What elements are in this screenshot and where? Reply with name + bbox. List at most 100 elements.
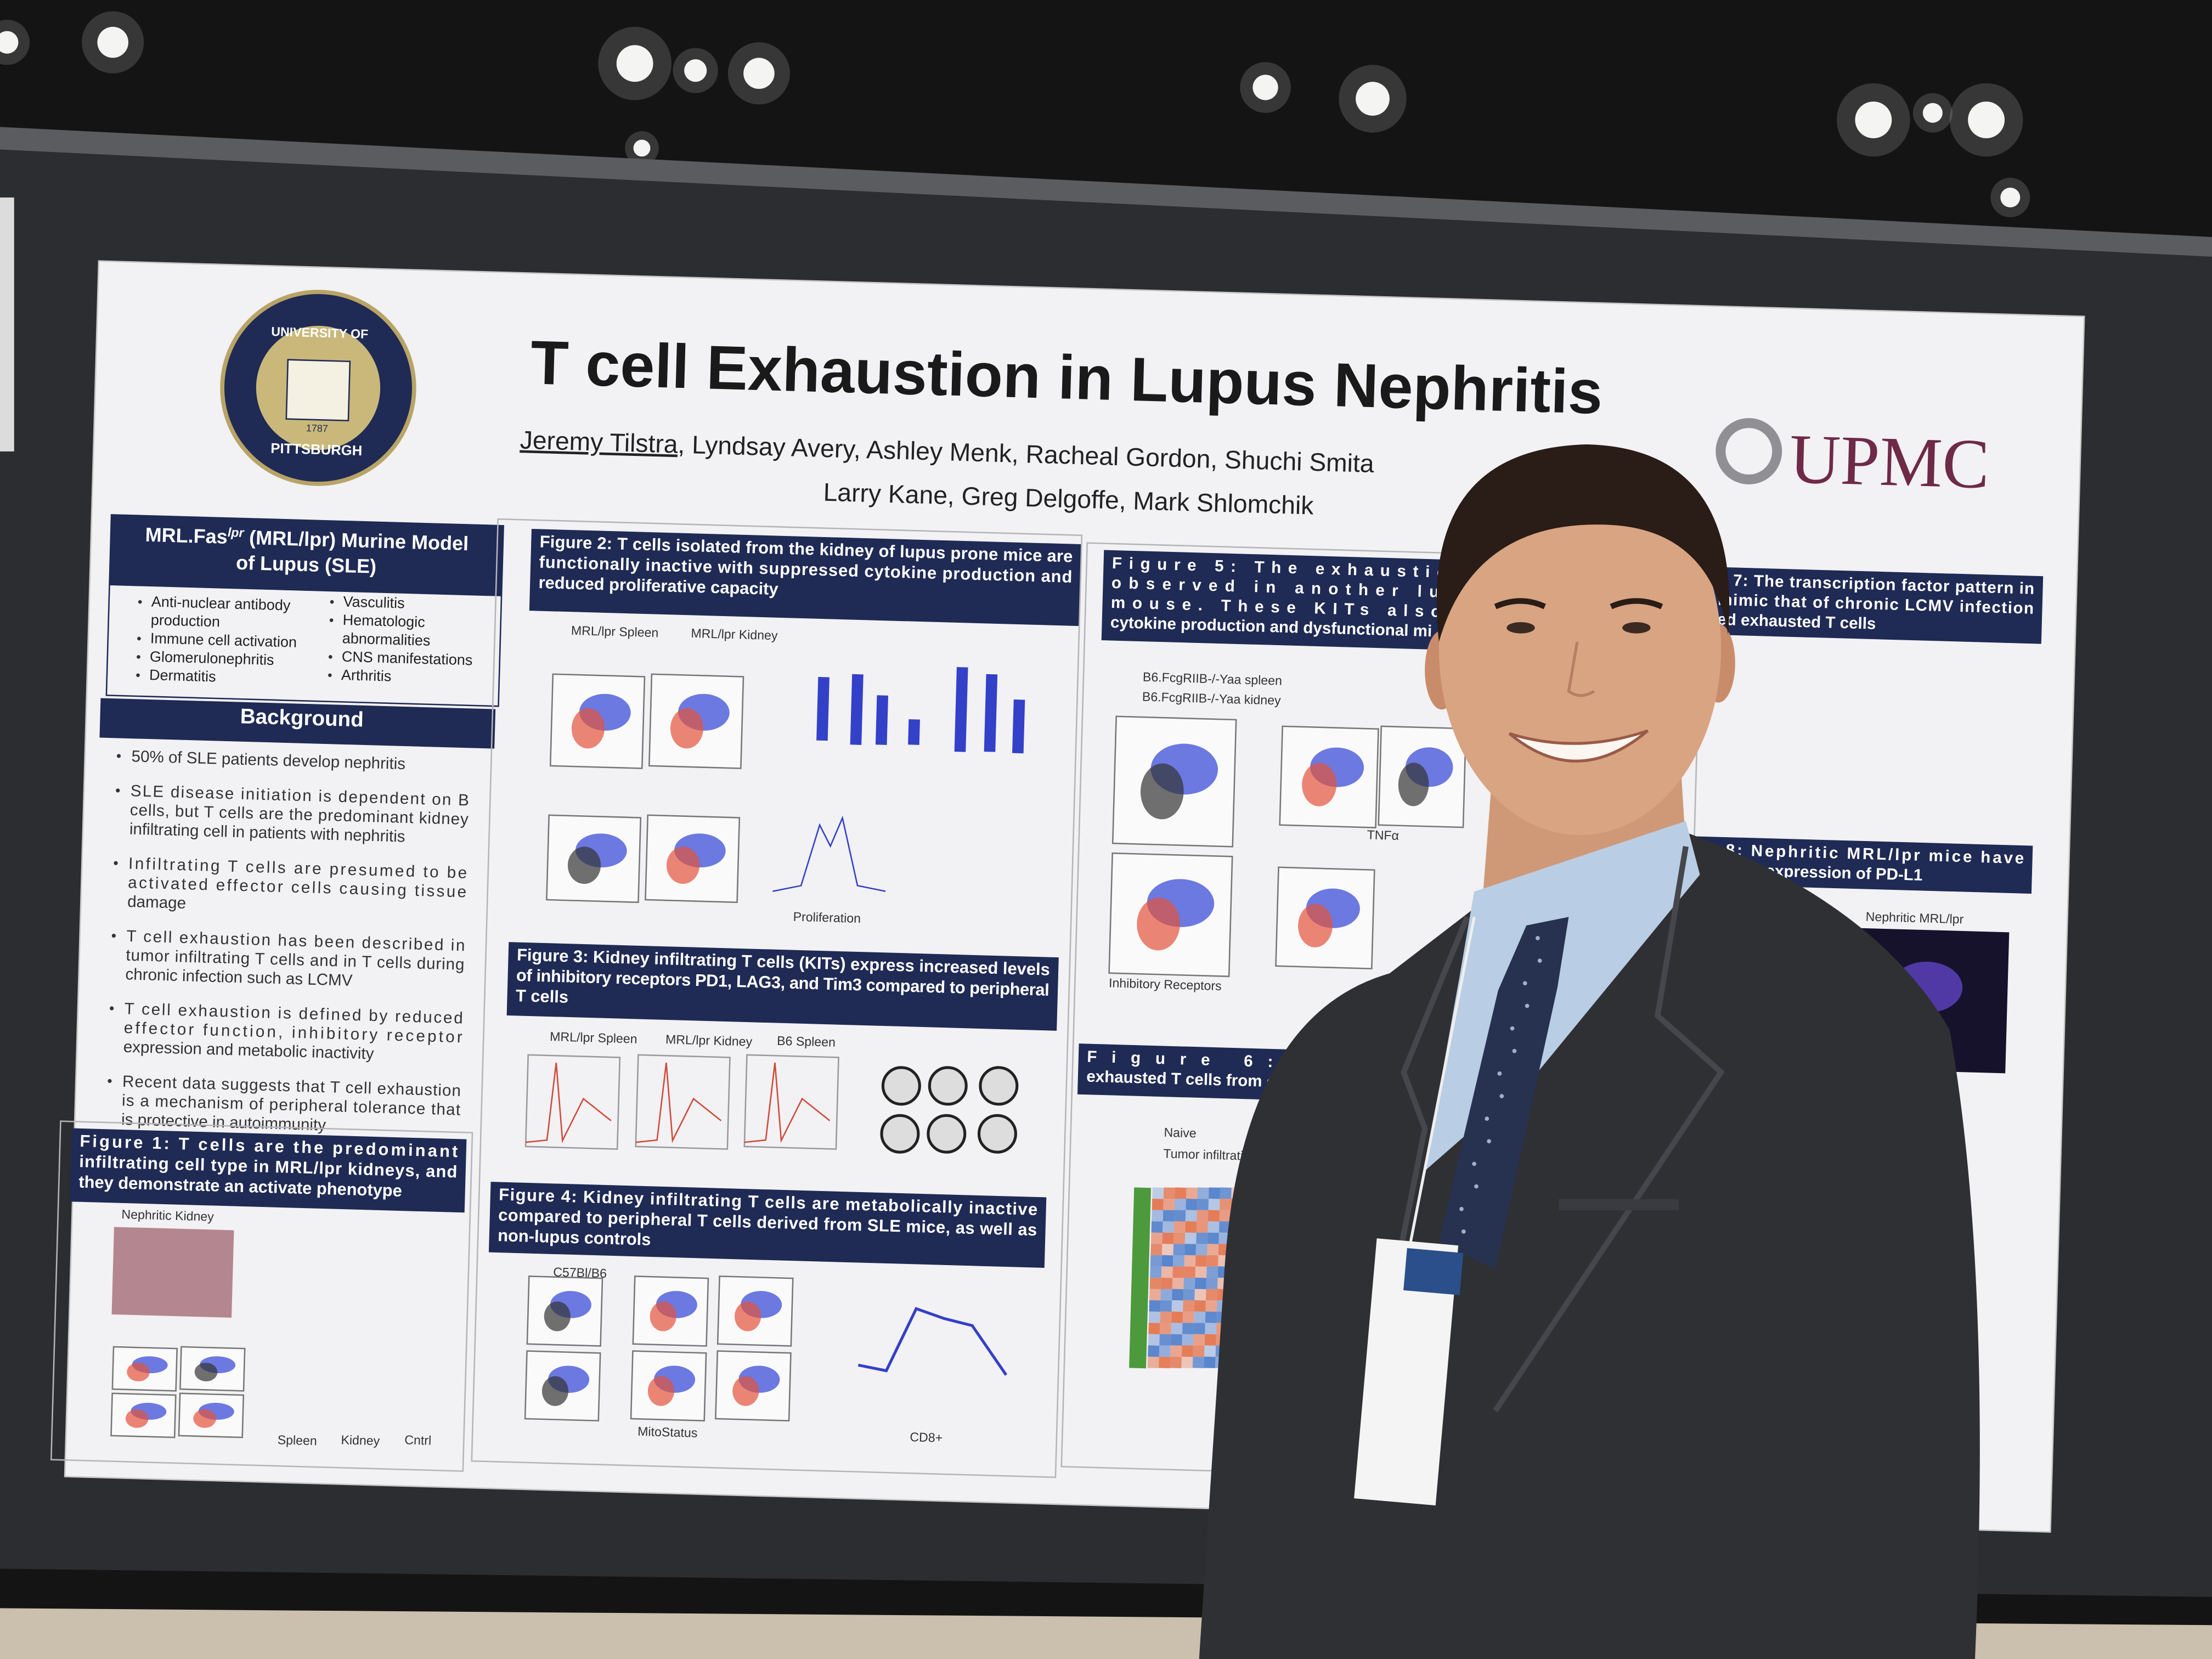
ceiling-light [1356, 82, 1390, 116]
heatmap-cell [1174, 1198, 1186, 1211]
heatmap-cell [1204, 1356, 1216, 1368]
tie [1438, 917, 1569, 1270]
pie-decor [927, 1114, 967, 1154]
model-item: Vasculitis [343, 593, 405, 611]
smile [1508, 729, 1649, 763]
bar-decor [908, 719, 920, 745]
flow-blob [1302, 763, 1337, 806]
figure-label: Cntrl [404, 1432, 432, 1447]
histogram-frame [743, 1054, 839, 1150]
flow-blob [127, 1362, 150, 1381]
heatmap-cell [1193, 1323, 1205, 1335]
eyebrow [1494, 598, 1663, 610]
heatmap-cell [1193, 1345, 1205, 1357]
heatmap-cell [1183, 1266, 1196, 1278]
heatmap-cell [1206, 1255, 1218, 1267]
model-header [109, 515, 504, 596]
ocr-decor [857, 1307, 1008, 1376]
tie-dot [1512, 1048, 1517, 1053]
bullet-dot [116, 754, 121, 758]
bar-decor [954, 667, 968, 752]
model-item: Dermatitis [149, 667, 216, 685]
bullet-dot [108, 1079, 112, 1084]
heatmap-cell [1182, 1323, 1194, 1335]
heatmap-cell [1159, 1323, 1171, 1335]
figure-label: Naive [1164, 1125, 1197, 1141]
tie-dot [1474, 1184, 1479, 1189]
ceiling-light [616, 45, 653, 82]
ceiling-light [1922, 103, 1943, 123]
bar-decor [875, 695, 889, 745]
flow-blob [193, 1409, 216, 1428]
bullet-dot [137, 655, 140, 659]
tie-dot [1487, 1139, 1491, 1144]
heatmap-cell [1173, 1244, 1185, 1256]
lanyard [1409, 916, 1476, 1242]
model-item: Anti-nuclear antibody [151, 593, 291, 613]
tie-dot [1472, 1161, 1476, 1166]
heatmap-cell [1163, 1210, 1175, 1222]
flow-blob [567, 847, 601, 884]
ceiling-light [633, 139, 651, 157]
figure-label: Nephritic Kidney [121, 1207, 214, 1224]
heatmap-cell [1181, 1356, 1193, 1368]
pie-decor [880, 1114, 920, 1154]
ceiling-light [684, 59, 707, 82]
heatmap-cell [1148, 1323, 1160, 1335]
figure-caption: ed exhausted T cells [1717, 611, 1876, 633]
seal-shield [285, 359, 351, 422]
model-item: CNS manifestations [341, 648, 472, 669]
heatmap-cell [1218, 1221, 1231, 1233]
heatmap-cell [1182, 1311, 1194, 1323]
heatmap-cell [1183, 1300, 1195, 1312]
bar-decor [850, 674, 864, 745]
pie-decor [979, 1066, 1019, 1106]
eye [1622, 622, 1651, 634]
figure-label: MRL/lpr Spleen [550, 1029, 637, 1046]
flow-blob [735, 1301, 761, 1331]
heatmap-cell [1182, 1334, 1194, 1346]
figure-caption: non-lupus controls [498, 1226, 651, 1249]
heatmap-cell [1160, 1300, 1172, 1312]
figure-label: B6 Spleen [777, 1034, 836, 1049]
heatmap-cell [1181, 1345, 1194, 1357]
histogram-decor [772, 815, 886, 892]
heatmap-cell [1197, 1210, 1209, 1222]
pocket [1559, 1199, 1679, 1211]
model-title: MRL.Faslpr (MRL/lpr) Murine Model [145, 523, 469, 555]
ceiling-light [1252, 75, 1278, 100]
heatmap-cell [1147, 1356, 1159, 1368]
tie-dot [1499, 1094, 1504, 1098]
histogram-decor [635, 1062, 722, 1143]
histogram-decor [744, 1062, 831, 1143]
seal-text: UNIVERSITY OF [271, 324, 369, 341]
heatmap-cell [1161, 1266, 1173, 1278]
seal-text: PITTSBURGH [270, 441, 363, 459]
flow-blob [667, 847, 700, 884]
hair [1436, 444, 1730, 642]
flow-blob [650, 1301, 676, 1331]
nose [1567, 641, 1595, 697]
heatmap-cell [1149, 1277, 1161, 1289]
heatmap-cell [1171, 1323, 1183, 1335]
model-item: abnormalities [342, 630, 430, 648]
heatmap-cell [1220, 1198, 1232, 1211]
heatmap-cell [1185, 1210, 1197, 1222]
edge-panel [0, 198, 14, 452]
heatmap-cell [1160, 1289, 1172, 1301]
heatmap-cell [1173, 1232, 1186, 1244]
heatmap-cell [1148, 1334, 1160, 1346]
background-text: damage [127, 893, 187, 912]
figure-label: MitoStatus [637, 1424, 698, 1440]
heatmap-cell [1163, 1221, 1175, 1233]
background-header [99, 698, 496, 749]
figure-label: C57Bl/B6 [553, 1265, 607, 1280]
tie-dot [1510, 1026, 1515, 1031]
bullet-dot [137, 636, 141, 641]
heatmap-cell [1205, 1311, 1217, 1323]
pie-decor [977, 1114, 1017, 1154]
heatmap-cell [1159, 1345, 1171, 1357]
heatmap-cell [1170, 1334, 1182, 1346]
heatmap-cell [1204, 1345, 1216, 1357]
